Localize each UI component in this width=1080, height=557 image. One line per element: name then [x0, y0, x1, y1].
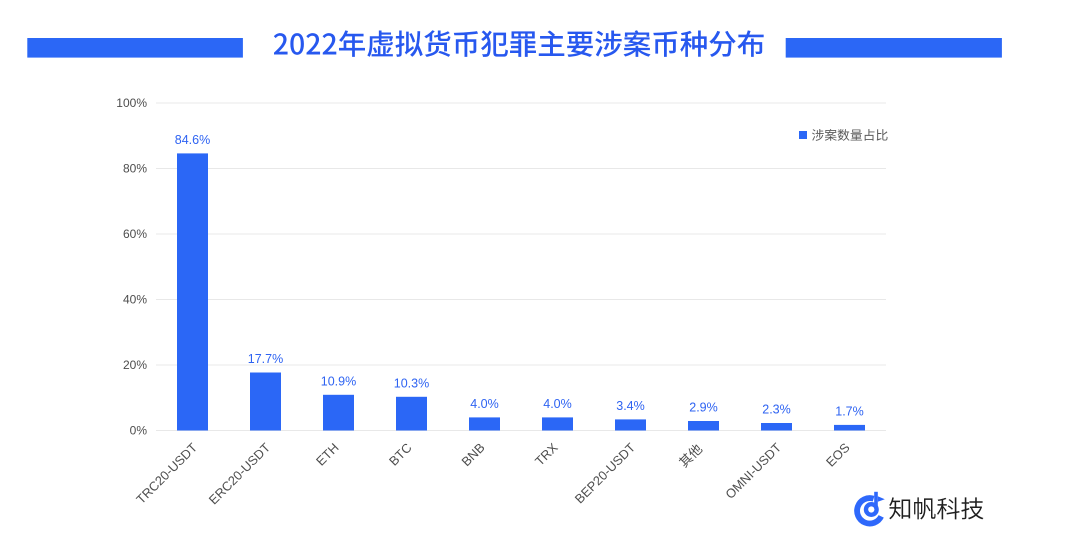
svg-text:4.0%: 4.0% — [470, 397, 499, 411]
svg-text:2.9%: 2.9% — [689, 401, 718, 415]
svg-text:10.9%: 10.9% — [321, 375, 356, 389]
svg-text:3.4%: 3.4% — [616, 399, 645, 413]
svg-text:40%: 40% — [123, 293, 147, 307]
svg-text:60%: 60% — [123, 227, 147, 241]
svg-text:17.7%: 17.7% — [248, 352, 283, 366]
svg-text:100%: 100% — [116, 96, 147, 110]
svg-text:4.0%: 4.0% — [543, 397, 572, 411]
svg-text:0%: 0% — [130, 424, 148, 438]
svg-text:20%: 20% — [123, 358, 147, 372]
svg-text:1.7%: 1.7% — [835, 405, 864, 419]
svg-text:80%: 80% — [123, 162, 147, 176]
svg-text:2.3%: 2.3% — [762, 403, 791, 417]
svg-text:84.6%: 84.6% — [175, 133, 210, 147]
svg-text:10.3%: 10.3% — [394, 377, 429, 391]
